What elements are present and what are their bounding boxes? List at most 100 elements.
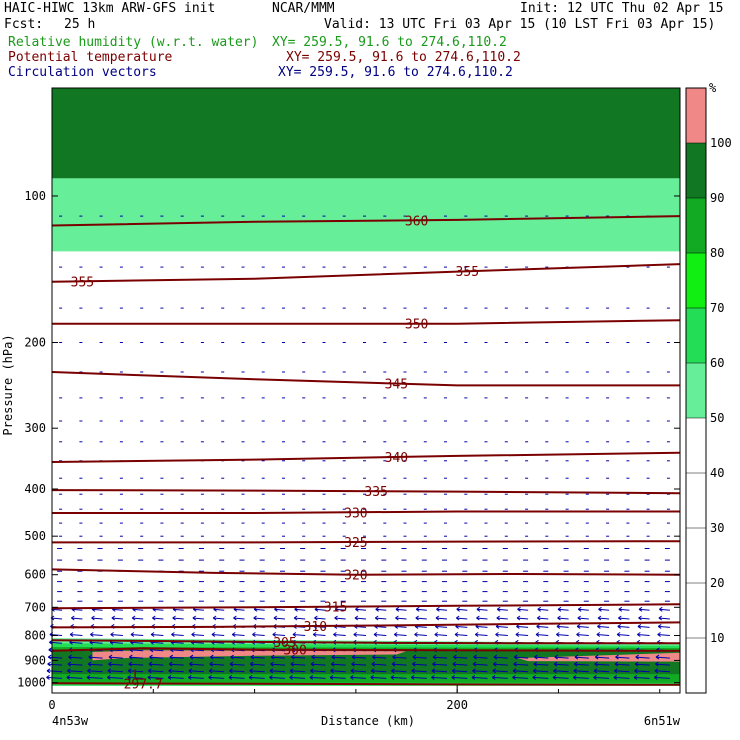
theta-label-297.7: 297.7 <box>124 678 163 693</box>
circulation-vector <box>635 654 650 660</box>
colorbar-tick-label: 80 <box>710 246 724 260</box>
circulation-vector <box>350 668 367 674</box>
theta-contour-340 <box>51 451 681 463</box>
circulation-vector <box>391 668 407 674</box>
circulation-vector <box>574 654 589 660</box>
circulation-vector <box>638 606 650 612</box>
circulation-vector <box>71 615 83 621</box>
x-tick-label: 0 <box>48 698 55 712</box>
circulation-vector <box>188 674 204 680</box>
circulation-vector <box>431 674 448 680</box>
circulation-vector <box>390 674 407 680</box>
x-tick-label: 200 <box>446 698 468 712</box>
theta-contour-305 <box>51 639 680 645</box>
circulation-vector <box>231 632 245 637</box>
circulation-vector <box>311 654 326 660</box>
circulation-vector <box>577 606 589 612</box>
circulation-vector <box>476 615 488 621</box>
circulation-vector <box>229 661 245 667</box>
field-vectors-name: Circulation vectors <box>8 65 157 80</box>
circulation-vector <box>270 654 286 660</box>
circulation-vector <box>371 661 387 667</box>
circulation-vector <box>655 654 670 660</box>
theta-contour-345 <box>51 371 680 387</box>
circulation-vector <box>658 615 670 621</box>
theta-contour-360 <box>51 215 681 227</box>
circulation-vector <box>553 661 569 667</box>
theta-contour-297.7 <box>51 682 681 686</box>
circulation-vector <box>533 661 549 667</box>
circulation-vector <box>654 668 670 674</box>
circulation-vector <box>111 615 123 621</box>
x-axis-label: Distance (km) <box>321 714 415 728</box>
colorbar-tick-label: 90 <box>710 191 724 205</box>
circulation-vector <box>192 615 204 621</box>
circulation-vector <box>432 654 448 660</box>
colorbar-band-80 <box>686 198 706 253</box>
circulation-vector <box>395 615 407 621</box>
circulation-vector <box>168 661 184 667</box>
circulation-vector <box>593 668 610 674</box>
circulation-vector <box>168 668 184 674</box>
circulation-vector <box>108 654 123 660</box>
circulation-vector <box>252 632 265 637</box>
circulation-vector <box>372 654 387 660</box>
circulation-vector <box>491 674 508 680</box>
circulation-vector <box>269 674 286 680</box>
y-tick-label: 600 <box>24 568 46 582</box>
circulation-vector <box>312 632 326 637</box>
circulation-vector <box>557 615 569 621</box>
circulation-vector <box>210 654 225 660</box>
field-vectors-xy: XY= 259.5, 91.6 to 274.6,110.2 <box>278 65 513 80</box>
circulation-vector <box>613 674 630 680</box>
circulation-vector <box>189 661 204 667</box>
circulation-vector <box>69 632 83 637</box>
circulation-vector <box>373 632 387 637</box>
theta-contour-310 <box>51 621 681 629</box>
circulation-vector <box>269 668 286 674</box>
rh-region-0 <box>52 88 680 179</box>
circulation-vector <box>637 632 650 637</box>
circulation-vector <box>391 661 407 667</box>
circulation-vector <box>516 615 529 621</box>
circulation-vector <box>617 623 630 629</box>
circulation-vector <box>211 632 225 637</box>
circulation-vector <box>350 674 367 680</box>
circulation-vector <box>46 674 63 680</box>
circulation-vector <box>228 674 245 680</box>
circulation-vector <box>208 674 225 680</box>
circulation-vector <box>476 606 488 612</box>
circulation-vector <box>330 668 346 674</box>
circulation-vector <box>172 615 184 621</box>
circulation-vector <box>253 615 265 621</box>
circulation-vector <box>148 661 164 667</box>
theta-label-350: 350 <box>405 318 428 333</box>
circulation-vector <box>597 623 610 629</box>
circulation-vector <box>512 668 529 674</box>
field-rh-name: Relative humidity (w.r.t. water) <box>8 35 259 50</box>
circulation-vector <box>233 615 245 621</box>
center-label: NCAR/MMM <box>272 1 335 16</box>
circulation-vector <box>309 674 326 680</box>
rh-region-1 <box>52 178 680 252</box>
circulation-vector <box>110 632 123 637</box>
circulation-vector <box>354 615 367 621</box>
circulation-vector <box>290 661 306 667</box>
circulation-vector <box>108 661 123 667</box>
circulation-vector <box>375 606 387 612</box>
theta-label-310: 310 <box>304 620 327 635</box>
theta-label-345: 345 <box>385 378 408 393</box>
colorbar-tick-label: 40 <box>710 466 724 480</box>
field-rh-xy: XY= 259.5, 91.6 to 274.6,110.2 <box>272 35 507 50</box>
circulation-vector <box>456 606 468 612</box>
colorbar-band-50 <box>686 363 706 418</box>
circulation-vector <box>331 654 346 660</box>
circulation-vector <box>229 668 245 674</box>
y-tick-label: 100 <box>24 189 46 203</box>
circulation-vector <box>415 606 427 612</box>
theta-label-305: 305 <box>273 636 296 651</box>
circulation-vector <box>67 661 83 667</box>
